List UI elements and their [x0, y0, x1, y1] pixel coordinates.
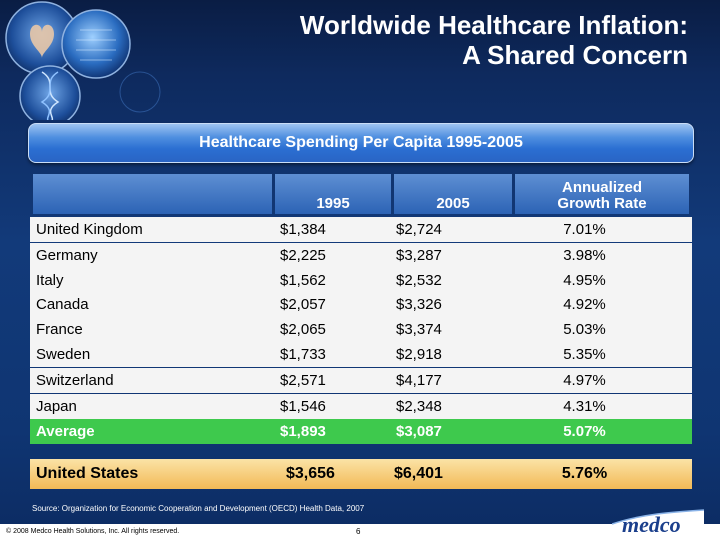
- country-cell: United Kingdom: [36, 221, 143, 238]
- value-1995-cell: $2,571: [280, 372, 326, 389]
- value-2005-cell: $2,918: [396, 346, 442, 363]
- title-line-2: A Shared Concern: [462, 40, 688, 70]
- table-row: Italy $1,562 $2,532 4.95%: [30, 268, 692, 293]
- page-number: 6: [356, 527, 361, 536]
- average-row: Average $1,893 $3,087 5.07%: [30, 419, 692, 444]
- growth-rate-cell: 4.92%: [563, 296, 606, 313]
- value-2005-cell: $2,724: [396, 221, 442, 238]
- header-artwork: [5, 1, 161, 120]
- growth-rate-cell: 7.01%: [563, 221, 606, 238]
- country-cell: Switzerland: [36, 372, 114, 389]
- header-blank-cell: [33, 174, 272, 214]
- value-1995-cell: $1,546: [280, 398, 326, 415]
- growth-rate-cell: 5.03%: [563, 321, 606, 338]
- value-2005-cell: $2,348: [396, 398, 442, 415]
- value-1995-cell: $3,656: [286, 465, 335, 482]
- country-cell: France: [36, 321, 83, 338]
- table-row: Japan $1,546 $2,348 4.31%: [30, 394, 692, 419]
- logo-text: medco: [622, 512, 681, 537]
- value-1995-cell: $1,384: [280, 221, 326, 238]
- table-row: Switzerland $2,571 $4,177 4.97%: [30, 368, 692, 393]
- copyright-text: © 2008 Medco Health Solutions, Inc. All …: [6, 528, 180, 535]
- header-1995: 1995: [275, 174, 391, 214]
- country-cell: Italy: [36, 272, 64, 289]
- value-2005-cell: $3,087: [396, 423, 442, 440]
- table-row: Sweden $1,733 $2,918 5.35%: [30, 342, 692, 367]
- table-row: United Kingdom $1,384 $2,724 7.01%: [30, 217, 692, 242]
- country-cell: Germany: [36, 247, 98, 264]
- table-row: Germany $2,225 $3,287 3.98%: [30, 243, 692, 268]
- value-2005-cell: $4,177: [396, 372, 442, 389]
- table-row: France $2,065 $3,374 5.03%: [30, 317, 692, 342]
- value-2005-cell: $3,374: [396, 321, 442, 338]
- table-header: 1995 2005 Annualized Growth Rate: [30, 172, 692, 216]
- country-cell: United States: [36, 465, 139, 482]
- light-circle-icon: [61, 9, 131, 79]
- value-2005-cell: $2,532: [396, 272, 442, 289]
- value-1995-cell: $2,065: [280, 321, 326, 338]
- value-2005-cell: $3,326: [396, 296, 442, 313]
- growth-rate-cell: 5.07%: [563, 423, 606, 440]
- value-1995-cell: $1,893: [280, 423, 326, 440]
- value-1995-cell: $1,733: [280, 346, 326, 363]
- growth-rate-cell: 3.98%: [563, 247, 606, 264]
- country-cell: Canada: [36, 296, 89, 313]
- country-cell: Sweden: [36, 346, 91, 363]
- country-cell: Average: [36, 423, 95, 440]
- source-note: Source: Organization for Economic Cooper…: [32, 504, 365, 513]
- header-growth-rate: Annualized Growth Rate: [515, 174, 689, 214]
- title-line-1: Worldwide Healthcare Inflation:: [299, 10, 688, 40]
- value-1995-cell: $1,562: [280, 272, 326, 289]
- footer-bar: [0, 524, 720, 540]
- header-2005: 2005: [394, 174, 512, 214]
- growth-rate-cell: 4.97%: [563, 372, 606, 389]
- table-banner: Healthcare Spending Per Capita 1995-2005: [28, 123, 694, 163]
- medco-logo: medco: [612, 509, 704, 540]
- country-cell: Japan: [36, 398, 77, 415]
- value-2005-cell: $6,401: [394, 465, 443, 482]
- growth-rate-cell: 5.76%: [561, 465, 608, 482]
- value-2005-cell: $3,287: [396, 247, 442, 264]
- growth-rate-cell: 4.95%: [563, 272, 606, 289]
- page-title: Worldwide Healthcare Inflation: A Shared…: [300, 10, 688, 70]
- growth-rate-cell: 5.35%: [563, 346, 606, 363]
- united-states-row: United States $3,656 $6,401 5.76%: [30, 459, 692, 489]
- growth-rate-cell: 4.31%: [563, 398, 606, 415]
- value-1995-cell: $2,057: [280, 296, 326, 313]
- table-row: Canada $2,057 $3,326 4.92%: [30, 292, 692, 317]
- value-1995-cell: $2,225: [280, 247, 326, 264]
